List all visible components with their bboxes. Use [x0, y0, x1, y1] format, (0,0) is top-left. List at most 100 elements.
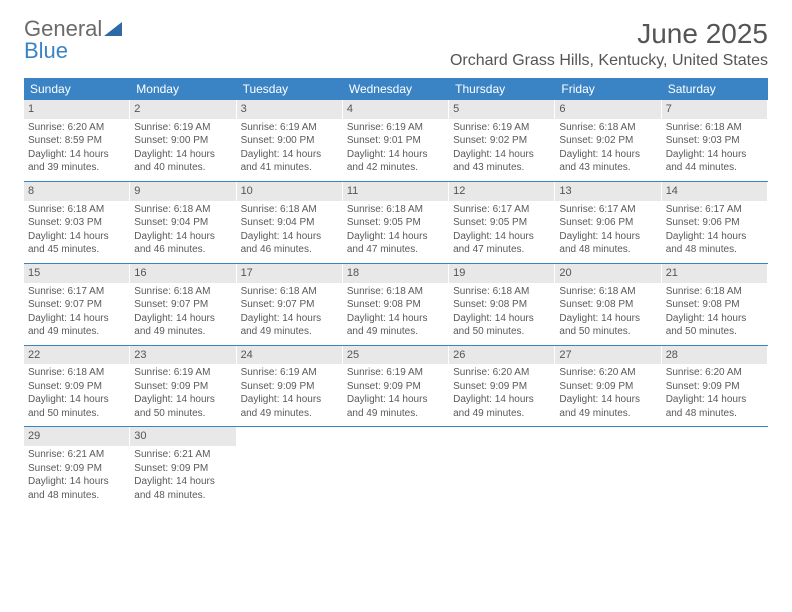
day-number: 5 — [453, 103, 459, 115]
daylight-text: and 48 minutes. — [559, 243, 656, 257]
day-cell: 18Sunrise: 6:18 AMSunset: 9:08 PMDayligh… — [343, 264, 449, 345]
daylight-text: and 47 minutes. — [347, 243, 444, 257]
day-number: 6 — [559, 103, 565, 115]
day-cell: 5Sunrise: 6:19 AMSunset: 9:02 PMDaylight… — [449, 100, 555, 181]
calendar: SundayMondayTuesdayWednesdayThursdayFrid… — [24, 78, 768, 508]
day-cell: 28Sunrise: 6:20 AMSunset: 9:09 PMDayligh… — [662, 346, 768, 427]
week-row: 8Sunrise: 6:18 AMSunset: 9:03 PMDaylight… — [24, 182, 768, 264]
day-number: 22 — [28, 349, 40, 361]
daylight-text: Daylight: 14 hours — [134, 393, 231, 407]
sunrise-text: Sunrise: 6:17 AM — [28, 285, 125, 299]
day-cell: 8Sunrise: 6:18 AMSunset: 9:03 PMDaylight… — [24, 182, 130, 263]
sunset-text: Sunset: 9:04 PM — [134, 216, 231, 230]
day-number-row: 2 — [130, 100, 235, 119]
sunrise-text: Sunrise: 6:19 AM — [347, 366, 444, 380]
daylight-text: and 41 minutes. — [241, 161, 338, 175]
logo-part2: Blue — [24, 38, 68, 63]
sunrise-text: Sunrise: 6:18 AM — [134, 203, 231, 217]
daylight-text: and 50 minutes. — [666, 325, 763, 339]
day-number: 25 — [347, 349, 359, 361]
day-number-row: 29 — [24, 427, 129, 446]
empty-day-cell — [555, 427, 661, 508]
daylight-text: Daylight: 14 hours — [241, 312, 338, 326]
sunset-text: Sunset: 9:06 PM — [666, 216, 763, 230]
sunset-text: Sunset: 9:00 PM — [134, 134, 231, 148]
daylight-text: and 48 minutes. — [28, 489, 125, 503]
weekday-header: Sunday — [24, 78, 130, 100]
daylight-text: Daylight: 14 hours — [28, 475, 125, 489]
sunset-text: Sunset: 9:09 PM — [134, 462, 231, 476]
daylight-text: and 48 minutes. — [666, 243, 763, 257]
empty-day-cell — [343, 427, 449, 508]
weekday-header: Wednesday — [343, 78, 449, 100]
sunset-text: Sunset: 9:02 PM — [559, 134, 656, 148]
week-row: 1Sunrise: 6:20 AMSunset: 8:59 PMDaylight… — [24, 100, 768, 182]
day-number: 8 — [28, 185, 34, 197]
sunrise-text: Sunrise: 6:21 AM — [28, 448, 125, 462]
sunset-text: Sunset: 9:09 PM — [347, 380, 444, 394]
day-number-row: 19 — [449, 264, 554, 283]
daylight-text: and 42 minutes. — [347, 161, 444, 175]
daylight-text: Daylight: 14 hours — [559, 230, 656, 244]
day-cell: 10Sunrise: 6:18 AMSunset: 9:04 PMDayligh… — [237, 182, 343, 263]
day-number-row: 21 — [662, 264, 767, 283]
sunrise-text: Sunrise: 6:18 AM — [28, 203, 125, 217]
weekday-header: Friday — [555, 78, 661, 100]
header: General Blue June 2025 Orchard Grass Hil… — [24, 18, 768, 70]
day-cell: 30Sunrise: 6:21 AMSunset: 9:09 PMDayligh… — [130, 427, 236, 508]
sunset-text: Sunset: 9:07 PM — [134, 298, 231, 312]
daylight-text: and 47 minutes. — [453, 243, 550, 257]
day-number: 1 — [28, 103, 34, 115]
day-number: 15 — [28, 267, 40, 279]
day-number: 23 — [134, 349, 146, 361]
daylight-text: Daylight: 14 hours — [666, 393, 763, 407]
day-cell: 19Sunrise: 6:18 AMSunset: 9:08 PMDayligh… — [449, 264, 555, 345]
day-cell: 1Sunrise: 6:20 AMSunset: 8:59 PMDaylight… — [24, 100, 130, 181]
day-cell: 7Sunrise: 6:18 AMSunset: 9:03 PMDaylight… — [662, 100, 768, 181]
sunrise-text: Sunrise: 6:17 AM — [666, 203, 763, 217]
sunset-text: Sunset: 9:04 PM — [241, 216, 338, 230]
day-cell: 17Sunrise: 6:18 AMSunset: 9:07 PMDayligh… — [237, 264, 343, 345]
sunrise-text: Sunrise: 6:19 AM — [134, 366, 231, 380]
daylight-text: Daylight: 14 hours — [28, 148, 125, 162]
month-title: June 2025 — [450, 18, 768, 50]
day-number: 2 — [134, 103, 140, 115]
sunrise-text: Sunrise: 6:19 AM — [134, 121, 231, 135]
day-number-row: 10 — [237, 182, 342, 201]
daylight-text: Daylight: 14 hours — [241, 230, 338, 244]
daylight-text: Daylight: 14 hours — [28, 312, 125, 326]
daylight-text: and 49 minutes. — [241, 407, 338, 421]
sunset-text: Sunset: 9:08 PM — [666, 298, 763, 312]
week-row: 22Sunrise: 6:18 AMSunset: 9:09 PMDayligh… — [24, 346, 768, 428]
daylight-text: Daylight: 14 hours — [134, 230, 231, 244]
day-cell: 27Sunrise: 6:20 AMSunset: 9:09 PMDayligh… — [555, 346, 661, 427]
sunset-text: Sunset: 9:09 PM — [241, 380, 338, 394]
sunset-text: Sunset: 9:02 PM — [453, 134, 550, 148]
daylight-text: Daylight: 14 hours — [453, 148, 550, 162]
sunrise-text: Sunrise: 6:21 AM — [134, 448, 231, 462]
daylight-text: and 50 minutes. — [559, 325, 656, 339]
day-number: 29 — [28, 430, 40, 442]
empty-day-cell — [662, 427, 768, 508]
day-number-row: 12 — [449, 182, 554, 201]
title-block: June 2025 Orchard Grass Hills, Kentucky,… — [450, 18, 768, 70]
day-cell: 15Sunrise: 6:17 AMSunset: 9:07 PMDayligh… — [24, 264, 130, 345]
sunrise-text: Sunrise: 6:18 AM — [453, 285, 550, 299]
sunrise-text: Sunrise: 6:18 AM — [347, 285, 444, 299]
weekday-header-row: SundayMondayTuesdayWednesdayThursdayFrid… — [24, 78, 768, 100]
daylight-text: and 49 minutes. — [241, 325, 338, 339]
sunset-text: Sunset: 9:09 PM — [28, 380, 125, 394]
day-number-row: 26 — [449, 346, 554, 365]
day-number: 17 — [241, 267, 253, 279]
daylight-text: and 39 minutes. — [28, 161, 125, 175]
weekday-header: Thursday — [449, 78, 555, 100]
sunrise-text: Sunrise: 6:18 AM — [559, 285, 656, 299]
sunset-text: Sunset: 9:09 PM — [559, 380, 656, 394]
day-number-row: 6 — [555, 100, 660, 119]
sunset-text: Sunset: 9:09 PM — [28, 462, 125, 476]
sunset-text: Sunset: 9:07 PM — [241, 298, 338, 312]
weekday-header: Monday — [130, 78, 236, 100]
daylight-text: and 49 minutes. — [134, 325, 231, 339]
daylight-text: Daylight: 14 hours — [241, 148, 338, 162]
sunrise-text: Sunrise: 6:19 AM — [241, 366, 338, 380]
